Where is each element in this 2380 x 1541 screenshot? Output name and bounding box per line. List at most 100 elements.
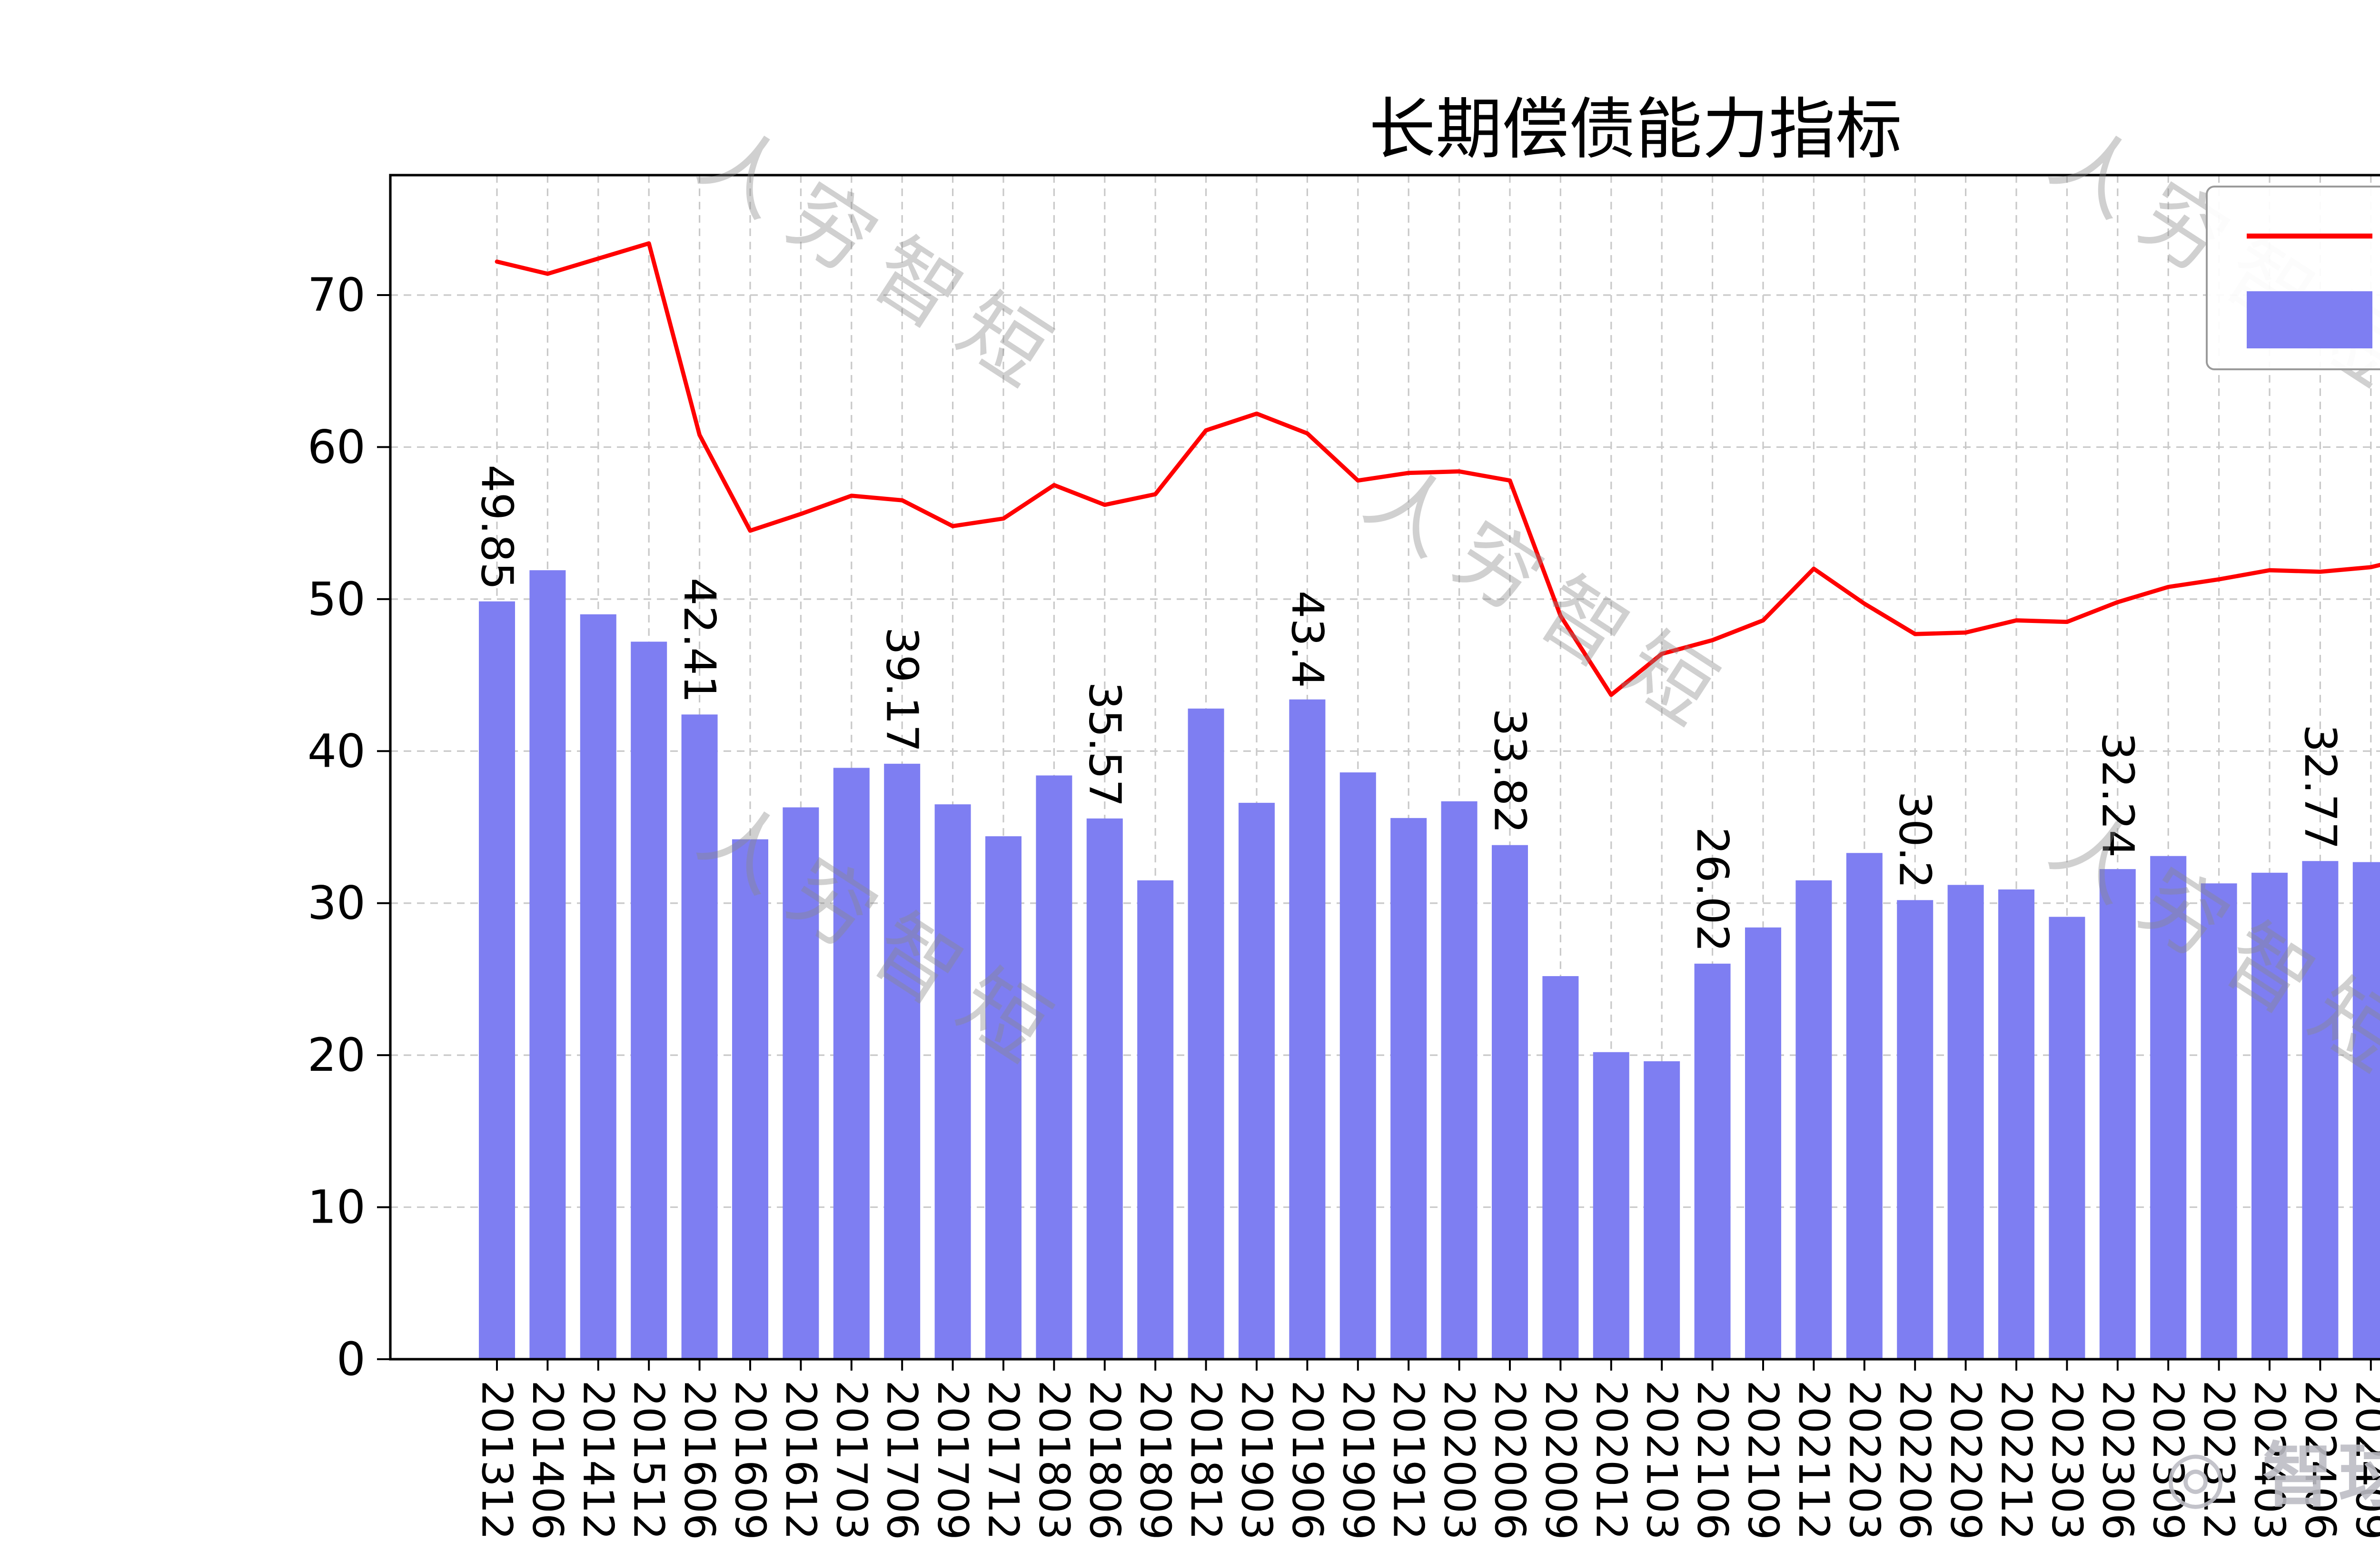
plot-frame: [389, 174, 2380, 1361]
y-tick-label: 70: [307, 268, 366, 322]
x-tick-label: 201812: [1181, 1380, 1230, 1540]
bar: [1593, 1052, 1629, 1359]
x-tick-label: 202406: [2296, 1380, 2345, 1540]
bar-series: [479, 570, 2380, 1359]
bar-value-label: 35.57: [1079, 682, 1130, 807]
bar-value-labels: 49.85 42.41 39.17 35.57 43.4 33.82 26.02 30.2 32…: [472, 464, 2346, 952]
x-tick-label: 202209: [1941, 1380, 1990, 1540]
watermark-text: 人穷智短: [1349, 447, 1747, 753]
x-tick-label: 201903: [1232, 1380, 1281, 1540]
x-tick-label: 202303: [2043, 1380, 2092, 1540]
x-tick-label: 202306: [2093, 1380, 2142, 1540]
x-tick-label: 201906: [1283, 1380, 1332, 1540]
bar-value-label: 30.2: [1890, 791, 1941, 889]
x-tick-label: 201809: [1131, 1380, 1180, 1540]
x-tick-label: 201803: [1030, 1380, 1079, 1540]
bar: [631, 642, 667, 1359]
x-tick-label: 201612: [776, 1380, 825, 1540]
x-tick-label: 201909: [1333, 1380, 1382, 1540]
bar: [2099, 869, 2136, 1359]
bar: [2049, 917, 2085, 1359]
bar: [681, 714, 718, 1359]
watermark-text: 人穷智短: [683, 109, 1081, 415]
bar-value-label: 26.02: [1687, 827, 1738, 952]
bar: [1745, 927, 1781, 1359]
bar: [1137, 880, 1174, 1359]
y-tick-label: 40: [307, 724, 366, 778]
bar: [1036, 775, 1072, 1359]
y-tick-label: 30: [307, 877, 366, 930]
x-tick-label: 202203: [1840, 1380, 1889, 1540]
bar: [833, 768, 870, 1359]
x-tick-label: 201512: [625, 1380, 674, 1540]
y-tick-label: 20: [307, 1028, 366, 1082]
y-tick-label: 0: [337, 1333, 366, 1386]
bar: [1998, 889, 2034, 1359]
y-tick-label: 50: [307, 573, 366, 626]
x-tick-label: 201606: [675, 1380, 724, 1540]
bar-value-label: 32.24: [2092, 732, 2143, 858]
bar: [1289, 699, 1326, 1359]
bar: [985, 836, 1021, 1359]
x-tick-label: 202312: [2194, 1380, 2243, 1540]
bar: [1188, 708, 1224, 1359]
x-tick-label: 201412: [574, 1380, 623, 1540]
x-tick-label: 201706: [878, 1380, 927, 1540]
x-tick-label: 201406: [523, 1380, 572, 1540]
x-tick-label: 202309: [2144, 1380, 2193, 1540]
x-tick-label: 201712: [979, 1380, 1028, 1540]
bar-value-label: 43.4: [1282, 591, 1333, 688]
legend: 资产负债率 有息负债率: [2206, 186, 2380, 370]
line-path: [495, 241, 2380, 697]
bar: [2352, 862, 2380, 1359]
x-tick-label: 202212: [1992, 1380, 2041, 1540]
bar: [580, 614, 616, 1359]
x-tick-label: 201312: [473, 1380, 522, 1540]
bar-value-label: 33.82: [1485, 708, 1536, 833]
bar-value-label: 42.41: [674, 578, 725, 703]
bar: [1492, 845, 1528, 1359]
bar-value-label: 32.77: [2295, 724, 2346, 850]
y-tick-label: 10: [307, 1181, 366, 1234]
bar: [1694, 963, 1731, 1359]
x-tick-label: 202009: [1536, 1380, 1585, 1540]
x-axis: 201312 201406 201412 201512 201606 201609 2016…: [473, 1359, 2380, 1540]
x-tick-label: 201912: [1384, 1380, 1433, 1540]
bar: [1441, 801, 1478, 1359]
bar: [1795, 880, 1832, 1359]
x-tick-label: 202103: [1637, 1380, 1686, 1540]
x-tick-label: 202012: [1587, 1380, 1636, 1540]
y-axis: 0 10 20 30 40 50 60 70: [307, 268, 390, 1386]
y-tick-label: 60: [307, 420, 366, 474]
bar: [2251, 872, 2288, 1359]
bar: [529, 570, 566, 1359]
x-tick-label: 201806: [1080, 1380, 1129, 1540]
x-tick-label: 202403: [2245, 1380, 2294, 1540]
x-tick-label: 202006: [1486, 1380, 1535, 1540]
bar: [2150, 856, 2187, 1359]
x-tick-label: 202106: [1688, 1380, 1737, 1540]
bar-value-label: 49.85: [472, 464, 523, 590]
bar-value-label: 39.17: [877, 627, 928, 752]
bar: [1846, 853, 1883, 1359]
bar: [2201, 883, 2237, 1359]
bar: [1897, 900, 1934, 1359]
bar: [479, 601, 515, 1359]
bar: [1542, 976, 1579, 1359]
chart-title: 长期偿债能力指标: [1369, 91, 1902, 168]
bar: [1947, 885, 1984, 1359]
bar: [1086, 818, 1123, 1359]
x-tick-label: 202003: [1435, 1380, 1484, 1540]
legend-bar-sample: [2247, 291, 2372, 348]
x-tick-label: 202409: [2346, 1380, 2380, 1540]
bar: [884, 763, 921, 1359]
line-series: [495, 241, 2380, 697]
x-tick-label: 202112: [1789, 1380, 1838, 1540]
bar: [2302, 861, 2339, 1359]
bar: [1339, 772, 1376, 1359]
bar: [732, 839, 768, 1359]
bar: [1390, 818, 1427, 1359]
bar: [1239, 802, 1275, 1359]
